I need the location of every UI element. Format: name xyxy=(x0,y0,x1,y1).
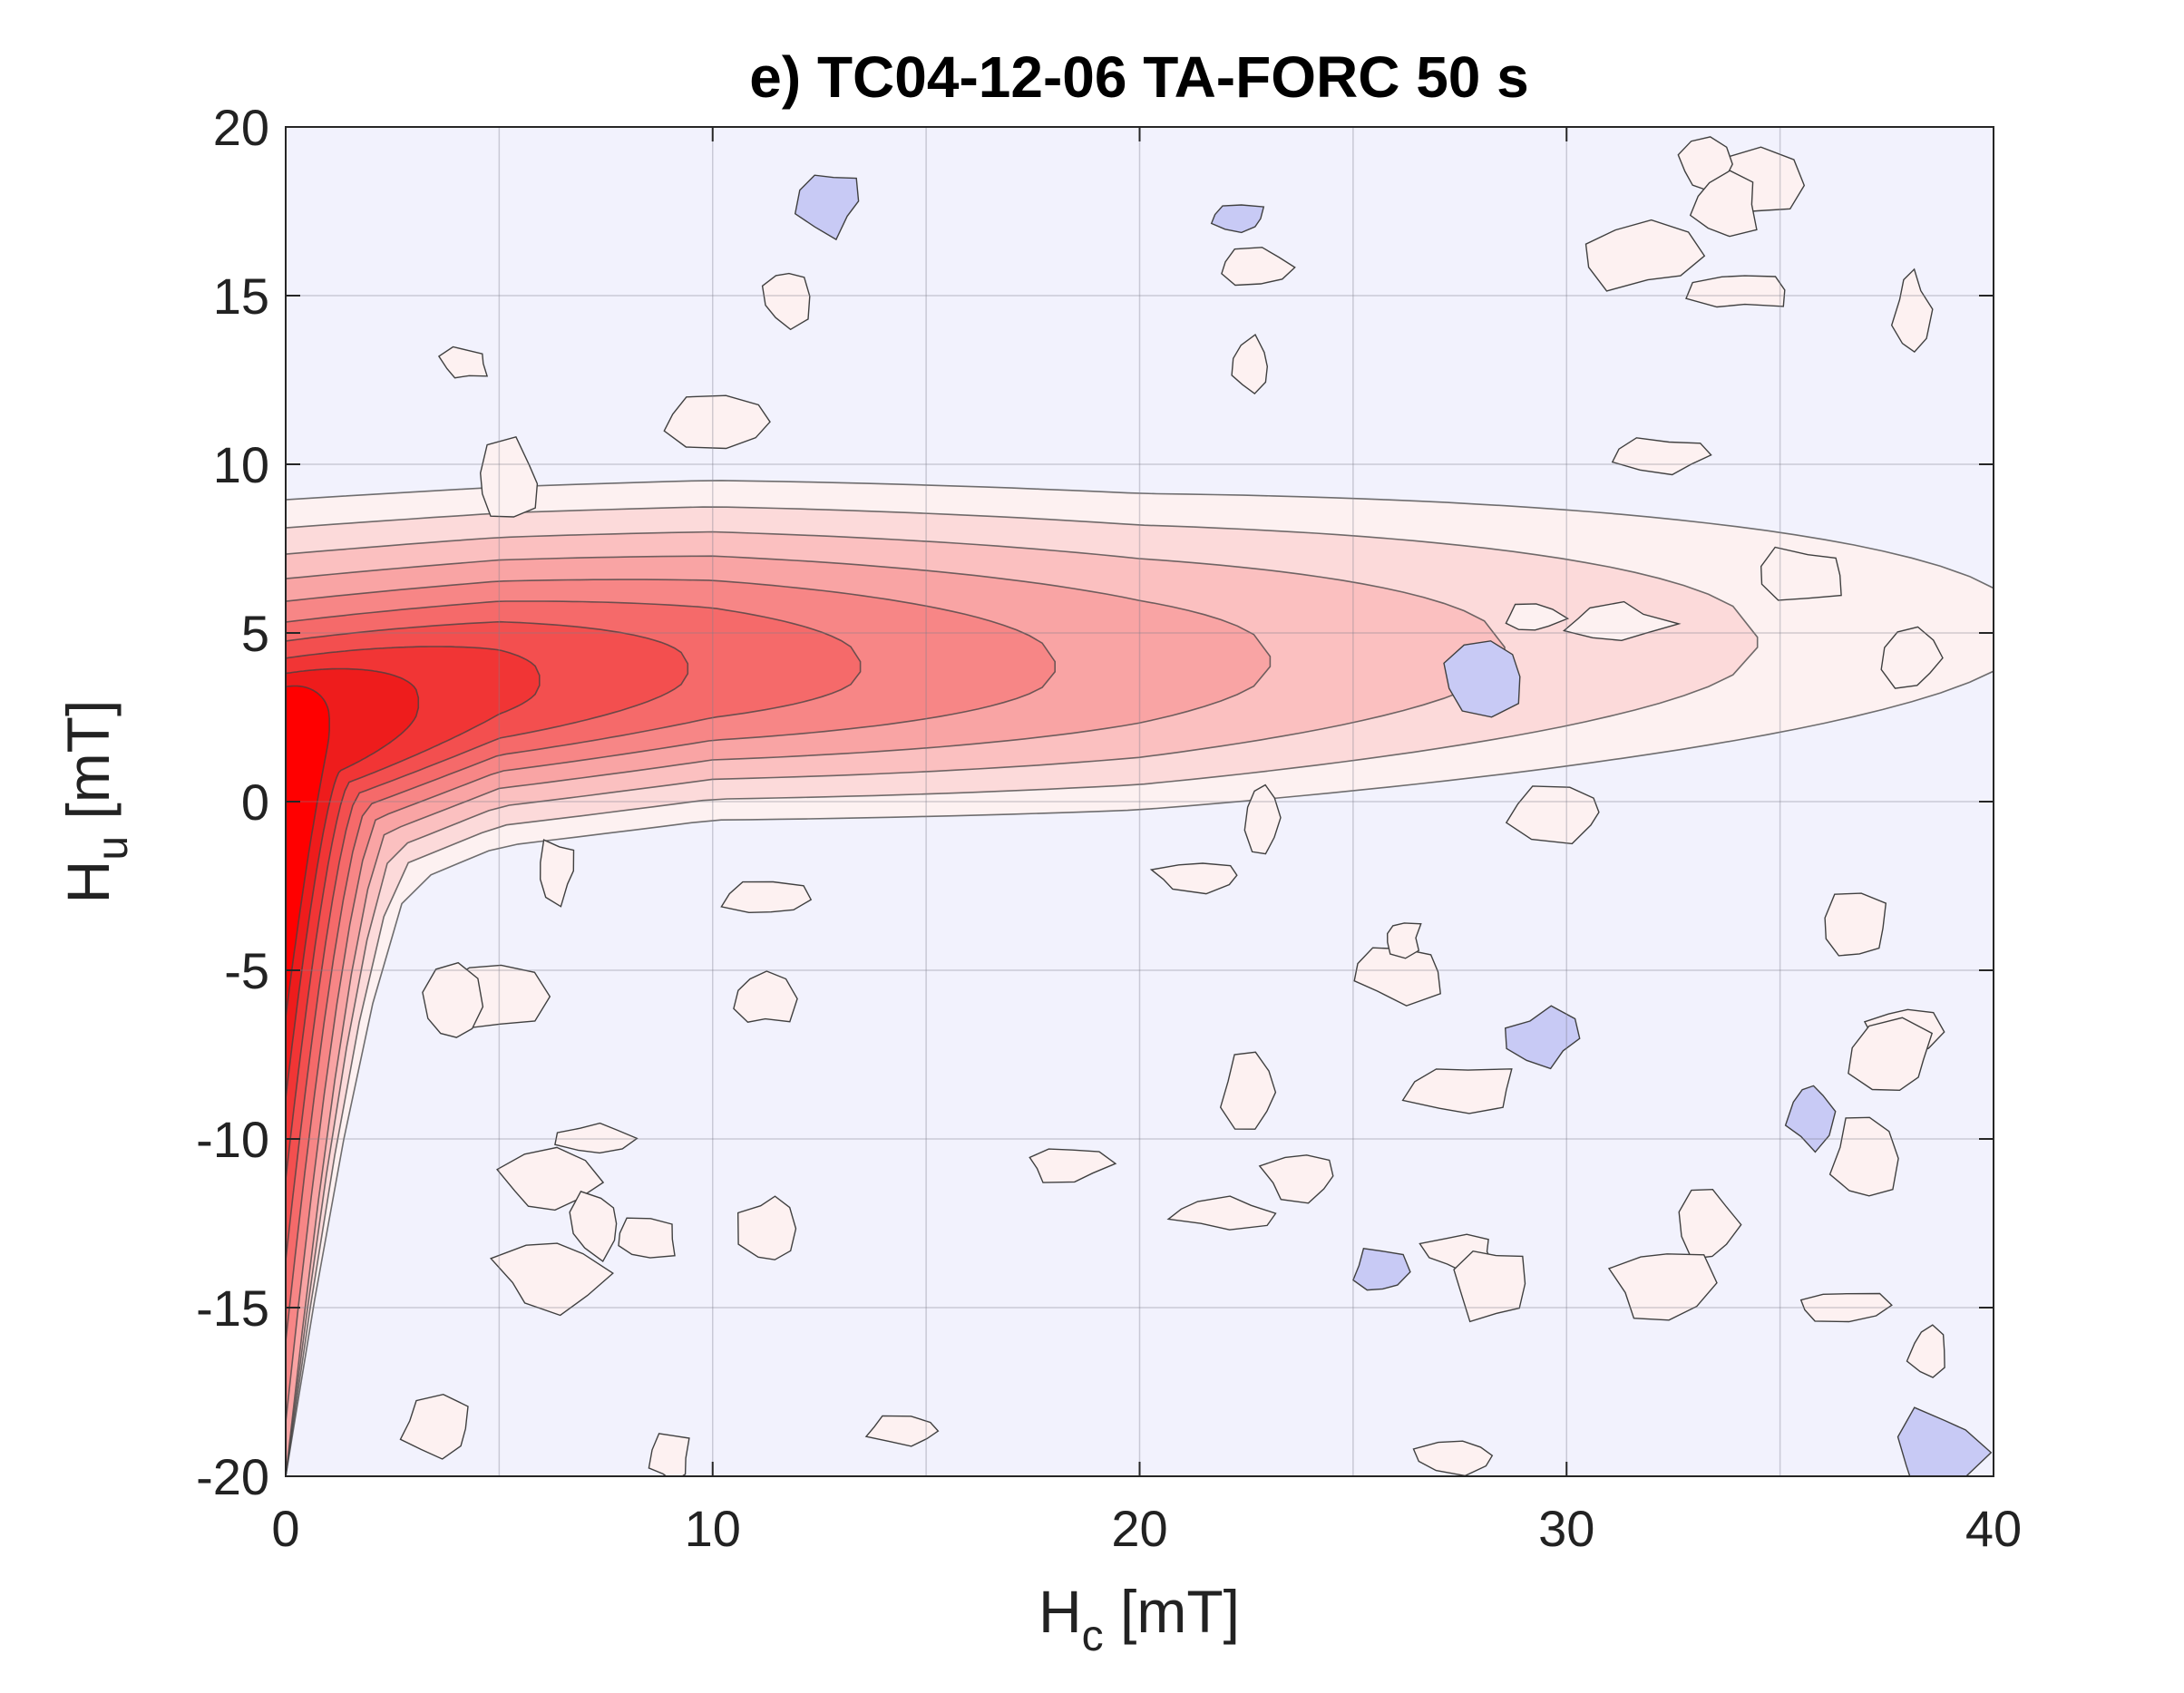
x-tick-label: 0 xyxy=(271,1500,299,1557)
contour-band-10 xyxy=(286,685,330,1018)
positive-blob xyxy=(1401,1068,1513,1114)
y-tick-label: 15 xyxy=(213,268,269,325)
y-axis-label-sub: u xyxy=(89,836,137,861)
x-axis-label-sub: c xyxy=(1082,1612,1104,1660)
positive-blob xyxy=(1166,1195,1277,1231)
positive-blob xyxy=(761,272,811,331)
noise-blobs xyxy=(399,136,1993,1476)
positive-blob xyxy=(733,970,798,1023)
positive-blob xyxy=(554,1122,639,1154)
x-axis-ticks: 0 10 20 30 40 xyxy=(271,127,2022,1557)
positive-blob xyxy=(1689,170,1758,238)
y-tick-label: 10 xyxy=(213,436,269,493)
negative-blob xyxy=(1443,640,1521,718)
positive-blob xyxy=(1219,1051,1277,1130)
positive-blob xyxy=(489,1242,614,1317)
x-tick-label: 30 xyxy=(1538,1500,1594,1557)
contour-band-7 xyxy=(286,620,689,1260)
positive-blob xyxy=(1906,1324,1945,1378)
positive-blob xyxy=(1562,600,1682,642)
positive-blob xyxy=(1386,922,1422,959)
y-tick-label: -20 xyxy=(196,1448,269,1505)
positive-blob xyxy=(720,881,813,914)
y-axis-ticks: 20 15 10 5 0 -5 -10 -15 -20 xyxy=(196,99,1994,1505)
x-axis-label: Hc [mT] xyxy=(1038,1578,1240,1660)
positive-blob xyxy=(648,1433,690,1476)
positive-blob xyxy=(1453,1250,1526,1323)
positive-blob xyxy=(663,394,771,450)
y-axis-label-unit: [mT] xyxy=(54,700,122,836)
negative-blob xyxy=(1896,1406,1993,1476)
negative-blob xyxy=(1352,1248,1411,1291)
y-tick-label: 5 xyxy=(241,605,269,662)
x-axis-label-main: H xyxy=(1038,1578,1082,1645)
positive-blob xyxy=(479,435,539,518)
positive-blob xyxy=(539,839,575,908)
x-tick-label: 40 xyxy=(1965,1500,2022,1557)
positive-blob xyxy=(736,1195,797,1260)
positive-blob xyxy=(1029,1148,1117,1183)
y-axis-label-main: H xyxy=(54,861,122,904)
positive-blob xyxy=(1258,1154,1334,1204)
positive-blob xyxy=(618,1217,676,1259)
y-tick-label: 0 xyxy=(241,774,269,831)
positive-blob xyxy=(1221,247,1296,287)
positive-blob xyxy=(1584,219,1706,292)
y-tick-label: -5 xyxy=(224,942,269,999)
positive-blob xyxy=(1880,626,1944,689)
positive-blob xyxy=(1231,334,1269,395)
chart-title: e) TC04-12-06 TA-FORC 50 s xyxy=(749,44,1529,110)
positive-blob xyxy=(1607,1253,1718,1321)
positive-blob xyxy=(1760,546,1842,601)
contour-band-8 xyxy=(286,646,541,1180)
contour-layer xyxy=(286,480,1994,1476)
negative-blob xyxy=(1210,204,1265,234)
positive-blob xyxy=(496,1146,605,1211)
grid-lines xyxy=(286,127,1994,1476)
positive-blob xyxy=(1505,603,1570,631)
x-tick-label: 20 xyxy=(1111,1500,1167,1557)
positive-blob xyxy=(864,1415,940,1447)
negative-blob xyxy=(1784,1085,1837,1153)
positive-blob xyxy=(1685,275,1786,308)
positive-blob xyxy=(1890,268,1934,354)
positive-blob xyxy=(399,1393,469,1460)
positive-blob xyxy=(1611,437,1712,476)
y-axis-label: Hu [mT] xyxy=(54,700,137,904)
positive-blob xyxy=(422,961,484,1038)
y-tick-label: -15 xyxy=(196,1279,269,1337)
negative-blob xyxy=(1504,1005,1581,1070)
x-tick-label: 10 xyxy=(685,1500,741,1557)
positive-blob xyxy=(1412,1440,1494,1476)
positive-blob xyxy=(1149,862,1238,895)
x-axis-label-unit: [mT] xyxy=(1104,1578,1240,1645)
positive-blob xyxy=(1824,892,1887,957)
positive-blob xyxy=(1505,785,1600,845)
positive-blob xyxy=(1828,1116,1899,1197)
y-tick-label: -10 xyxy=(196,1111,269,1168)
positive-blob xyxy=(1678,1188,1742,1260)
negative-blob xyxy=(794,174,860,241)
positive-blob xyxy=(1848,1017,1934,1092)
positive-blob xyxy=(1243,783,1282,855)
positive-blob xyxy=(569,1191,618,1263)
positive-blob xyxy=(1799,1292,1893,1323)
y-tick-label: 20 xyxy=(213,99,269,156)
positive-blob xyxy=(437,345,489,379)
